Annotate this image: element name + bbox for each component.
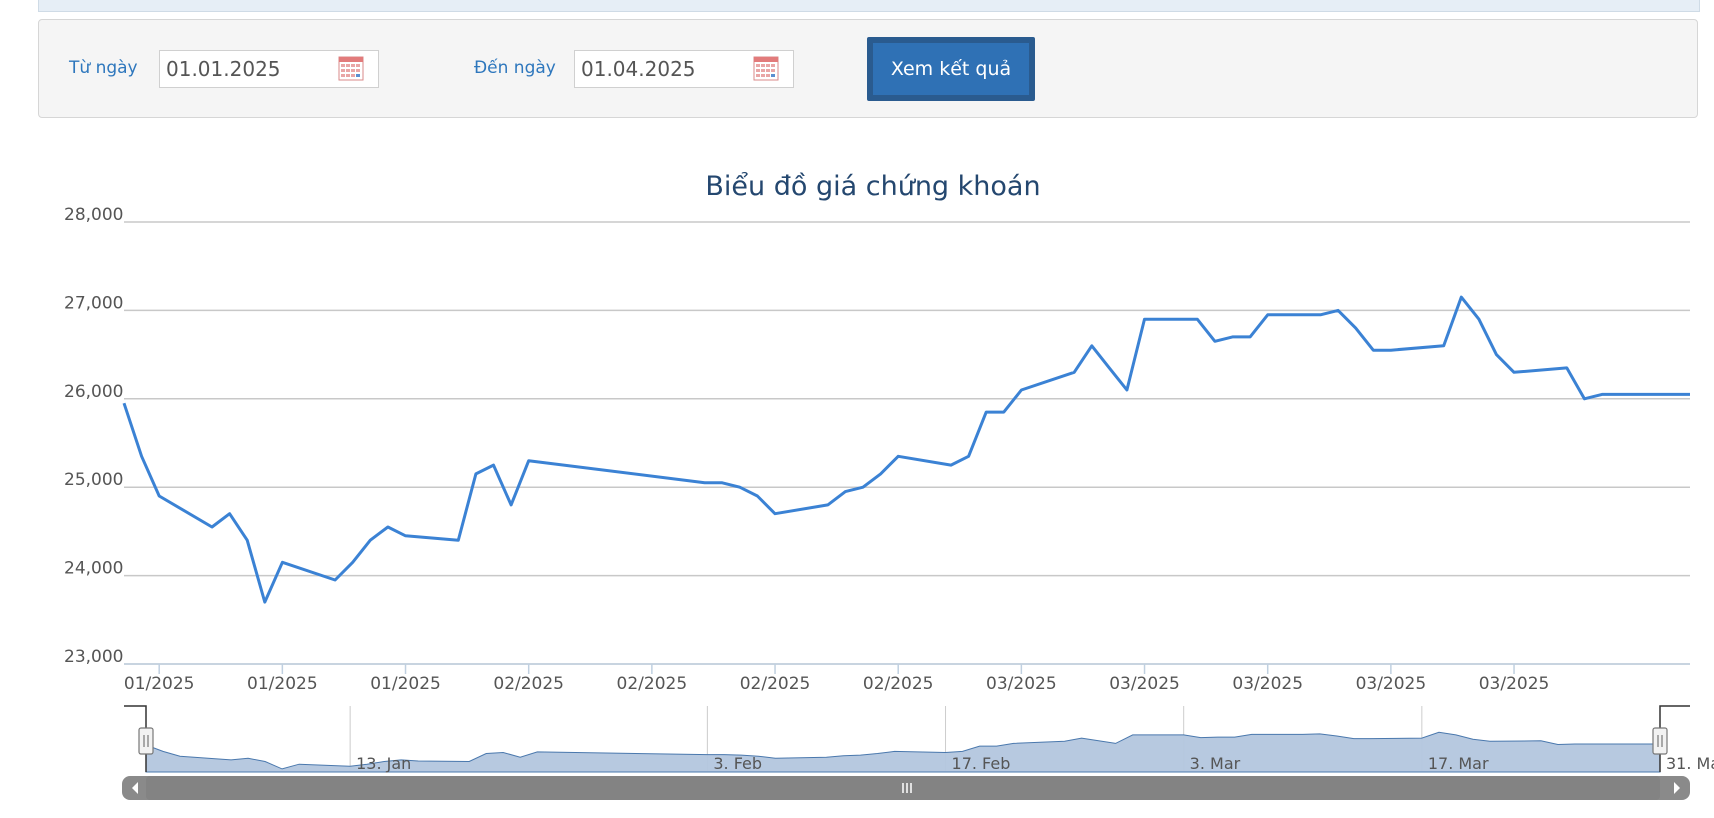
scroll-right-arrow-icon[interactable] (1674, 782, 1680, 794)
handle-body[interactable] (138, 727, 154, 755)
x-tick-label: 03/2025 (986, 674, 1057, 694)
x-tick-label: 02/2025 (617, 674, 688, 694)
to-date-label: Đến ngày (474, 58, 556, 78)
calendar-icon[interactable] (338, 55, 364, 81)
navigator-handle-right[interactable] (1652, 727, 1668, 755)
y-axis: 23,000 24,000 25,000 26,000 27,000 28,000 (64, 205, 123, 667)
y-tick-label: 24,000 (64, 559, 123, 579)
chart-title: Biểu đồ giá chứng khoán (705, 171, 1040, 202)
price-series (122, 295, 1690, 604)
calendar-icon[interactable] (753, 55, 779, 81)
scroll-left-arrow-icon[interactable] (132, 782, 138, 794)
navigator-label: 17. Mar (1428, 754, 1489, 773)
navigator-label: 3. Feb (713, 754, 762, 773)
navigator-label: 3. Mar (1190, 754, 1241, 773)
x-tick-label: 01/2025 (124, 674, 195, 694)
x-tick-label: 02/2025 (863, 674, 934, 694)
view-results-button[interactable]: Xem kết quả (867, 37, 1035, 101)
x-tick-label: 02/2025 (493, 674, 564, 694)
y-tick-label: 27,000 (64, 293, 123, 313)
y-tick-label: 28,000 (64, 205, 123, 225)
x-tick-label: 01/2025 (247, 674, 318, 694)
navigator-label: 13. Jan (356, 754, 411, 773)
x-tick-label: 03/2025 (1479, 674, 1550, 694)
x-tick-label: 03/2025 (1356, 674, 1427, 694)
navigator-scrollbar[interactable] (122, 776, 1690, 800)
navigator-label: 31. Mar (1666, 754, 1714, 773)
top-header-strip (38, 0, 1700, 12)
navigator[interactable]: 13. Jan 3. Feb 17. Feb 3. Mar 17. Mar 31. Mar (122, 705, 1714, 800)
x-tick-label: 02/2025 (740, 674, 811, 694)
view-results-button-label: Xem kết quả (873, 43, 1029, 95)
x-tick-label: 03/2025 (1232, 674, 1303, 694)
from-date-label: Từ ngày (69, 58, 138, 78)
x-axis: 01/2025 01/2025 01/2025 02/2025 02/2025 02/20… (124, 663, 1690, 694)
price-line (122, 295, 1690, 604)
chart-grid (124, 221, 1690, 665)
y-tick-label: 25,000 (64, 470, 123, 490)
navigator-handle-left[interactable] (138, 727, 154, 755)
x-tick-label: 03/2025 (1109, 674, 1180, 694)
x-tick-label: 01/2025 (370, 674, 441, 694)
handle-body[interactable] (1652, 727, 1668, 755)
y-tick-label: 26,000 (64, 382, 123, 402)
navigator-label: 17. Feb (952, 754, 1011, 773)
y-tick-label: 23,000 (64, 647, 123, 667)
navigator-area (145, 731, 1661, 773)
